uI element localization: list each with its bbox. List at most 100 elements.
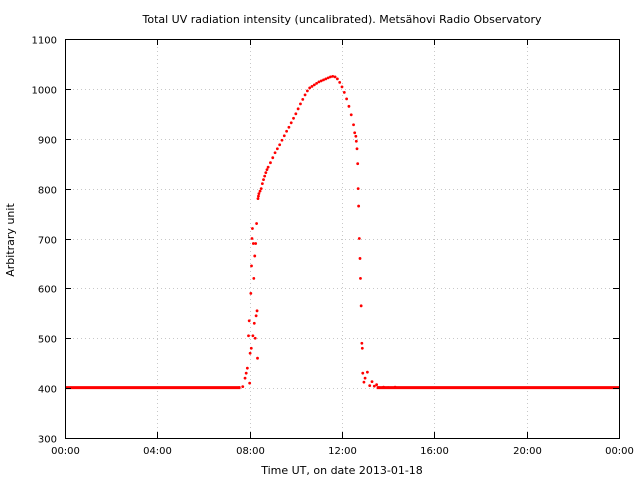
data-point <box>251 227 254 230</box>
data-point <box>255 222 258 225</box>
data-point <box>359 277 362 280</box>
data-point <box>252 277 256 280</box>
data-point <box>280 138 284 142</box>
data-point <box>352 123 355 127</box>
data-point <box>354 139 358 143</box>
y-tick-label: 800 <box>38 186 57 197</box>
data-point <box>329 75 332 79</box>
data-point <box>252 321 256 325</box>
data-point <box>296 107 300 111</box>
grid-lines <box>65 39 619 438</box>
data-point <box>257 192 261 196</box>
axis-ticks <box>65 39 620 439</box>
y-tick-label: 900 <box>38 136 57 147</box>
data-point <box>285 129 288 133</box>
data-point <box>278 143 282 147</box>
data-point <box>247 319 251 323</box>
y-tick-label: 1000 <box>32 86 57 97</box>
data-point <box>315 81 319 85</box>
y-tick-label: 600 <box>38 285 57 296</box>
data-point <box>358 257 362 260</box>
data-point <box>247 334 250 338</box>
data-point <box>310 84 314 88</box>
data-point <box>294 112 298 116</box>
y-tick-label: 500 <box>38 335 57 346</box>
data-point <box>322 78 325 82</box>
y-tick-label: 300 <box>38 435 57 446</box>
data-point <box>363 376 367 380</box>
data-point <box>333 75 337 79</box>
data-point <box>359 304 363 308</box>
data-point <box>264 171 268 175</box>
data-point <box>282 134 286 138</box>
baseline-night-before <box>65 386 241 390</box>
data-point <box>254 242 258 245</box>
data-point <box>262 178 265 182</box>
data-point <box>255 309 259 313</box>
data-point <box>275 147 279 151</box>
data-point <box>257 194 260 198</box>
data-point <box>271 156 275 160</box>
data-point <box>256 197 260 201</box>
data-point <box>253 336 257 340</box>
data-point <box>312 83 316 87</box>
data-point <box>305 89 309 93</box>
data-point <box>258 189 262 193</box>
data-point <box>354 134 358 138</box>
data-point <box>251 242 255 245</box>
data-point <box>340 85 344 89</box>
data-points <box>65 75 619 390</box>
data-point <box>249 291 253 295</box>
data-point <box>342 90 346 94</box>
data-point <box>360 341 364 345</box>
data-point <box>370 380 374 384</box>
chart-title: Total UV radiation intensity (uncalibrat… <box>142 13 542 26</box>
data-point <box>263 174 267 178</box>
data-point <box>251 334 255 338</box>
data-point <box>372 384 376 388</box>
data-point <box>347 104 351 108</box>
data-point <box>308 86 312 90</box>
data-point <box>299 102 302 106</box>
x-tick-label: 16:00 <box>420 446 449 457</box>
x-tick-label: 00:00 <box>51 446 80 457</box>
x-tick-label: 04:00 <box>143 446 172 457</box>
data-point <box>375 383 379 387</box>
data-point <box>248 351 252 355</box>
x-tick-label: 00:00 <box>605 446 634 457</box>
data-point <box>360 346 364 350</box>
data-point <box>248 381 252 385</box>
data-point <box>357 237 361 240</box>
data-point <box>237 386 241 390</box>
data-point <box>265 168 269 172</box>
data-point <box>292 116 295 120</box>
data-point <box>393 385 397 389</box>
data-point <box>254 314 258 318</box>
data-point <box>345 97 349 101</box>
data-point <box>361 371 365 375</box>
data-point <box>269 161 272 165</box>
data-point <box>244 371 248 375</box>
data-point <box>326 76 330 80</box>
data-point <box>289 121 293 125</box>
data-point <box>382 385 385 389</box>
x-axis-label: Time UT, on date 2013-01-18 <box>260 464 423 477</box>
data-point <box>253 254 257 258</box>
data-point <box>356 187 360 191</box>
data-point <box>353 131 357 135</box>
data-point <box>241 385 245 389</box>
y-tick-label: 400 <box>38 385 57 396</box>
data-point <box>317 80 321 84</box>
x-tick-label: 08:00 <box>236 446 265 457</box>
data-point <box>355 147 359 151</box>
data-point <box>287 125 291 129</box>
data-point <box>259 187 263 191</box>
data-point <box>324 77 328 81</box>
data-point <box>386 386 390 390</box>
x-tick-label: 12:00 <box>328 446 357 457</box>
data-point <box>250 237 254 240</box>
y-axis-label: Arbitrary unit <box>4 203 17 277</box>
x-tick-label: 20:00 <box>513 446 542 457</box>
data-point <box>335 77 339 81</box>
